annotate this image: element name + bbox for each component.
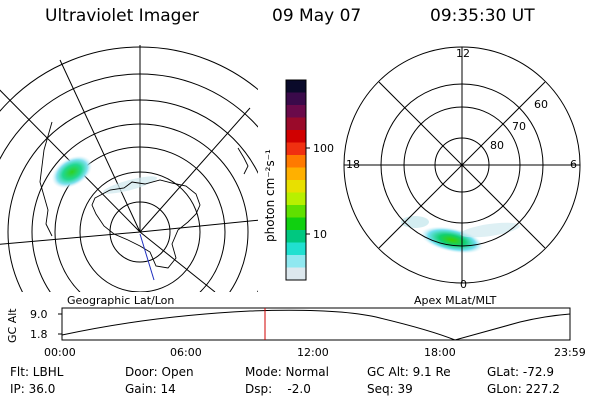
colorbar-cell xyxy=(286,130,306,143)
apex-map xyxy=(343,46,581,284)
colorbar-cell xyxy=(286,242,306,256)
colorbar-cell xyxy=(286,255,306,268)
orbit-ylabel: GC Alt xyxy=(6,308,19,343)
colorbar-cell xyxy=(286,155,306,168)
colorbar-cell xyxy=(286,105,306,118)
colorbar-cell xyxy=(286,167,306,181)
colorbar xyxy=(285,79,310,281)
colorbar-cell xyxy=(286,230,306,243)
colorbar-cell xyxy=(286,205,306,218)
colorbar-cell xyxy=(286,142,306,156)
glat-status: GLat: -72.9 xyxy=(487,365,554,379)
date-label: 09 May 07 xyxy=(272,6,362,26)
mlat-label-60: 60 xyxy=(534,98,548,111)
gain-status: Gain: 14 xyxy=(125,382,176,396)
geographic-map xyxy=(0,45,258,292)
colorbar-unit-label: photon cm⁻²s⁻¹ xyxy=(263,149,277,242)
dsp-status: Dsp: -2.0 xyxy=(245,382,311,396)
colorbar-tick-10: 10 xyxy=(313,228,327,241)
orbit-altitude-plot xyxy=(58,307,571,341)
colorbar-cell xyxy=(286,217,306,231)
colorbar-tick-100: 100 xyxy=(313,142,334,155)
orbit-ytick-9: 9.0 xyxy=(30,308,48,321)
colorbar-cell xyxy=(286,117,306,131)
colorbar-cell xyxy=(286,267,306,281)
mlat-label-70: 70 xyxy=(512,120,526,133)
orbit-xtick-0000: 00:00 xyxy=(44,346,76,359)
filter-status: Flt: LBHL xyxy=(10,365,64,379)
colorbar-cell xyxy=(286,80,306,93)
mlt-label-6: 6 xyxy=(570,158,577,171)
mlt-label-0: 0 xyxy=(460,278,467,291)
colorbar-cell xyxy=(286,92,306,106)
ip-status: IP: 36.0 xyxy=(10,382,56,396)
instrument-title: Ultraviolet Imager xyxy=(45,6,199,26)
seq-status: Seq: 39 xyxy=(367,382,413,396)
colorbar-cell xyxy=(286,192,306,206)
apex-map-label: Apex MLat/MLT xyxy=(414,294,497,307)
orbit-xtick-1200: 12:00 xyxy=(297,346,329,359)
colorbar-cell xyxy=(286,180,306,193)
mlt-label-18: 18 xyxy=(346,158,360,171)
geographic-map-label: Geographic Lat/Lon xyxy=(67,294,175,307)
orbit-xtick-0600: 06:00 xyxy=(170,346,202,359)
mlt-label-12: 12 xyxy=(456,47,470,60)
orbit-xtick-2359: 23:59 xyxy=(554,346,586,359)
orbit-xtick-1800: 18:00 xyxy=(424,346,456,359)
time-label: 09:35:30 UT xyxy=(430,6,535,26)
gc-alt-status: GC Alt: 9.1 Re xyxy=(367,365,451,379)
door-status: Door: Open xyxy=(125,365,194,379)
mode-status: Mode: Normal xyxy=(245,365,329,379)
orbit-ytick-1-8: 1.8 xyxy=(30,328,48,341)
mlat-label-80: 80 xyxy=(490,139,504,152)
glon-status: GLon: 227.2 xyxy=(487,382,560,396)
